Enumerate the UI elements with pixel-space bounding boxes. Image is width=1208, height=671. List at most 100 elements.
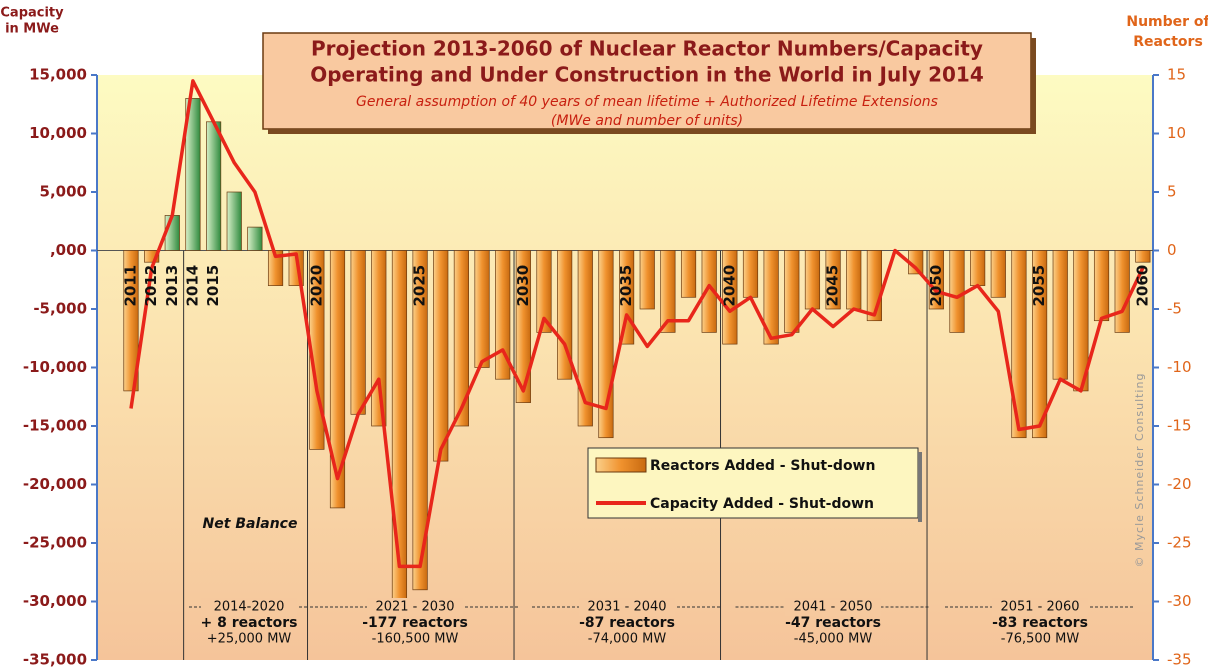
plot-background (97, 75, 1153, 660)
y-tick-label: ,000 (50, 241, 87, 259)
period-label: 2051 - 2060 (1000, 600, 1079, 615)
title-shadow (1031, 38, 1036, 134)
bar (557, 250, 573, 380)
period-label: -47 reactors (785, 615, 881, 631)
bar (804, 250, 821, 310)
chart-title: Projection 2013-2060 of Nuclear Reactor … (311, 37, 983, 61)
bar (742, 250, 759, 298)
period-label: -160,500 MW (372, 632, 459, 647)
bar (391, 250, 408, 602)
period-label: 2021 - 2030 (375, 600, 454, 615)
period-label: 2041 - 2050 (793, 600, 872, 615)
period-label: -74,000 MW (588, 632, 667, 647)
y-axis-title: Capacity (0, 6, 64, 21)
y2-tick-label: 0 (1167, 241, 1177, 259)
bar (1135, 250, 1151, 263)
bar (515, 250, 531, 403)
bar (495, 250, 511, 380)
bar (660, 250, 676, 333)
bar (267, 250, 284, 286)
y2-axis-title: Reactors (1133, 34, 1203, 50)
bar (453, 250, 469, 427)
bar (412, 250, 428, 591)
bar (763, 250, 779, 345)
bar (226, 191, 242, 251)
period-label: +25,000 MW (207, 632, 292, 647)
y-tick-label: -15,000 (23, 417, 87, 435)
period-label-bg (992, 598, 1088, 616)
y2-tick-label: 5 (1167, 183, 1177, 201)
y2-tick-label: -5 (1167, 300, 1182, 318)
period-label-bg (367, 598, 463, 616)
period-label: 2031 - 2040 (587, 600, 666, 615)
bar (247, 226, 263, 251)
bar (350, 250, 366, 415)
y-tick-label: 5,000 (40, 183, 87, 201)
bar (1052, 250, 1068, 380)
period-label: -76,500 MW (1001, 632, 1080, 647)
y-tick-label: -10,000 (23, 358, 87, 376)
y2-tick-label: -15 (1167, 417, 1192, 435)
y-tick-label: -30,000 (23, 592, 87, 610)
period-label-bg (201, 598, 297, 616)
y-tick-label: -25,000 (23, 534, 87, 552)
legend-label: Capacity Added - Shut-down (650, 496, 874, 512)
bar (371, 250, 387, 427)
y-tick-label: 15,000 (29, 66, 87, 84)
y2-tick-label: 15 (1167, 66, 1186, 84)
bar (536, 250, 552, 333)
period-label: -45,000 MW (794, 632, 873, 647)
x-tick-label: 2020 (307, 265, 325, 307)
y2-tick-label: -35 (1167, 651, 1192, 669)
bar (1093, 250, 1110, 322)
bar (123, 250, 139, 392)
period-label: 2014-2020 (214, 600, 285, 615)
x-tick-label: 2050 (927, 265, 945, 307)
y-tick-label: -35,000 (23, 651, 87, 669)
legend-shadow (918, 452, 922, 522)
title-shadow (268, 129, 1036, 134)
x-tick-label: 2012 (142, 265, 160, 307)
chart-subtitle: General assumption of 40 years of mean l… (356, 94, 938, 110)
x-tick-label: 2060 (1133, 265, 1151, 307)
y-tick-label: -20,000 (23, 475, 87, 493)
bar (329, 250, 346, 509)
watermark: © Mycle Schneider Consulting (1133, 373, 1146, 568)
legend-swatch (595, 457, 647, 473)
chart-subtitle: (MWe and number of units) (551, 113, 743, 129)
y2-tick-label: -10 (1167, 358, 1192, 376)
bar (949, 250, 965, 333)
x-tick-label: 2030 (514, 265, 532, 307)
annotation: Net Balance (203, 516, 298, 532)
period-label: + 8 reactors (201, 615, 298, 631)
bar (825, 250, 841, 310)
bar (990, 250, 1006, 298)
x-tick-label: 2055 (1030, 265, 1048, 307)
x-tick-label: 2011 (122, 265, 140, 307)
y-axis-title: in MWe (5, 22, 59, 37)
period-label: -83 reactors (992, 615, 1088, 631)
bar (680, 250, 697, 298)
y2-tick-label: -25 (1167, 534, 1192, 552)
bar (144, 250, 160, 263)
bar (206, 121, 222, 251)
bar (722, 250, 738, 345)
bar (433, 250, 449, 462)
period-label: -177 reactors (362, 615, 468, 631)
y2-axis-title: Number of (1126, 14, 1208, 30)
legend-label: Reactors Added - Shut-down (650, 458, 875, 474)
x-tick-label: 2014 (183, 265, 201, 307)
bar (928, 250, 944, 310)
bar (185, 98, 201, 251)
x-tick-label: 2035 (617, 265, 635, 307)
bar (1114, 250, 1130, 333)
period-label: -87 reactors (579, 615, 675, 631)
bar (701, 250, 717, 333)
x-tick-label: 2025 (411, 265, 429, 307)
bar (577, 250, 593, 427)
bar (1032, 250, 1048, 439)
bar (846, 250, 862, 310)
line (129, 79, 1145, 569)
bar (1011, 250, 1027, 439)
